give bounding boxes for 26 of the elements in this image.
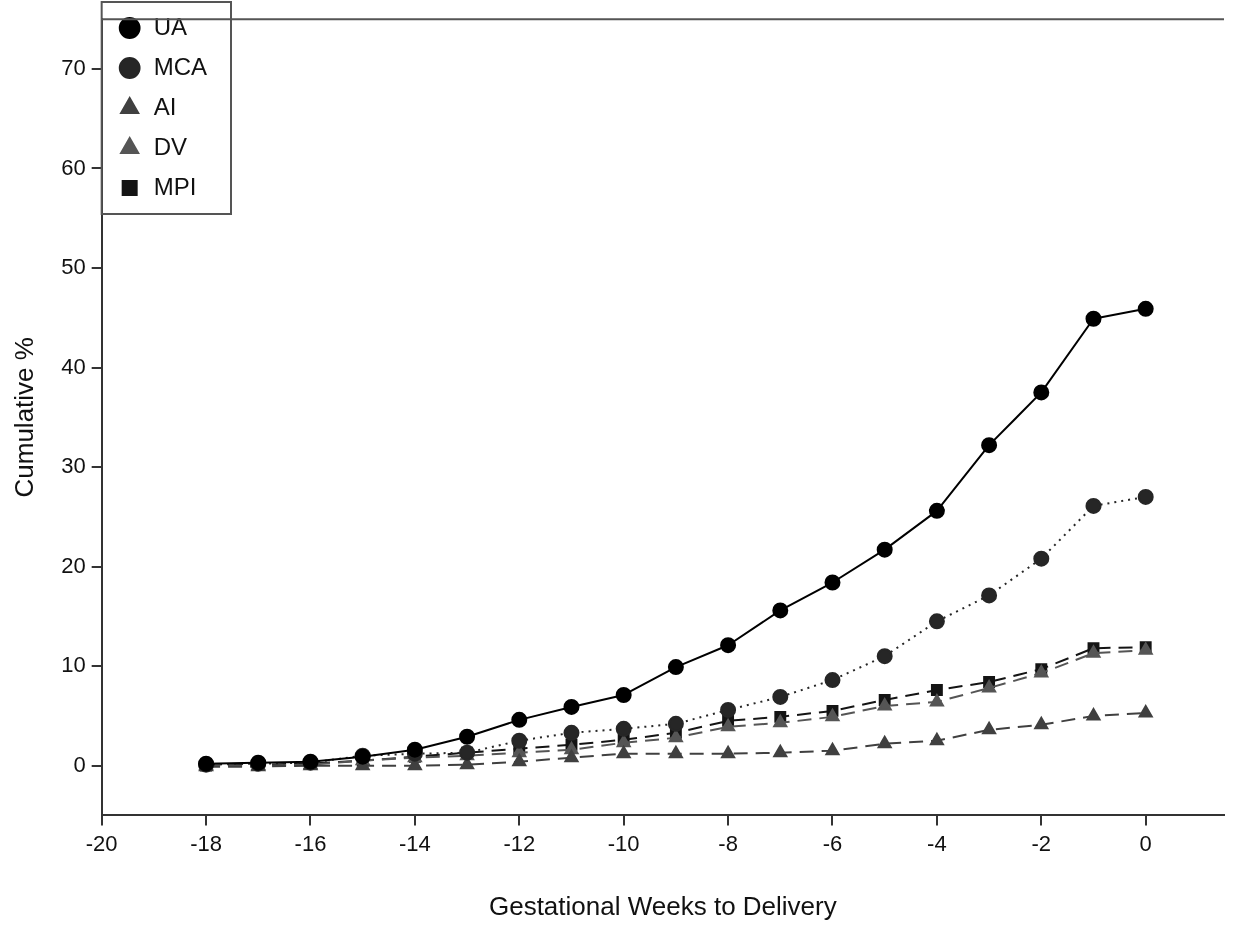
legend-label: MPI xyxy=(153,172,197,200)
legend-label: UA xyxy=(153,12,188,40)
legend-label: MCA xyxy=(153,52,208,80)
legend-label: DV xyxy=(153,132,188,160)
x-tick-label: -18 xyxy=(190,830,222,856)
y-tick-label: 10 xyxy=(61,652,86,678)
x-axis-title: Gestational Weeks to Delivery xyxy=(488,890,837,921)
x-tick-label: -8 xyxy=(718,830,738,856)
y-tick-label: 20 xyxy=(61,552,86,578)
x-tick-label: -12 xyxy=(503,830,536,856)
x-tick-label: -16 xyxy=(294,830,327,856)
x-tick-label: -4 xyxy=(927,830,947,856)
x-tick-label: -6 xyxy=(822,830,843,856)
legend-label: AI xyxy=(153,92,177,120)
x-tick-label: -14 xyxy=(398,830,431,856)
x-tick-label: -20 xyxy=(85,830,118,856)
x-tick-label: 0 xyxy=(1139,830,1152,856)
x-tick-label: -2 xyxy=(1031,830,1052,856)
y-axis-title: Cumulative % xyxy=(8,337,39,498)
y-tick-label: 60 xyxy=(61,154,86,180)
y-tick-label: 70 xyxy=(61,55,86,81)
y-tick-label: 30 xyxy=(61,453,86,479)
y-tick-label: 40 xyxy=(61,353,86,379)
y-tick-label: 0 xyxy=(73,751,86,777)
y-tick-label: 50 xyxy=(61,254,86,280)
x-tick-label: -10 xyxy=(607,830,640,856)
